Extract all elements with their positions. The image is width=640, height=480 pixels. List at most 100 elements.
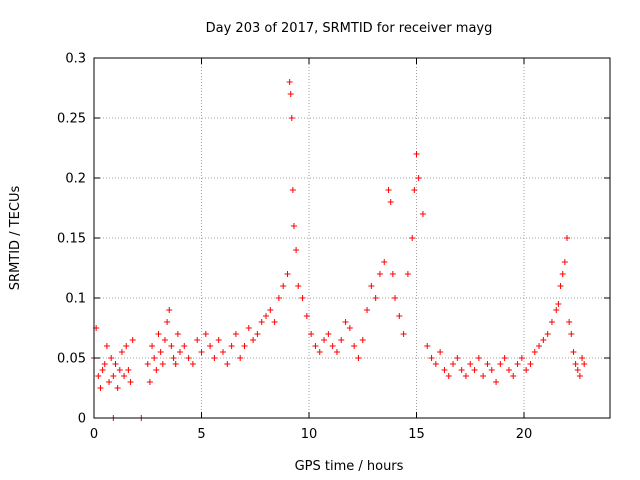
data-point bbox=[346, 325, 353, 331]
data-point bbox=[161, 337, 168, 343]
x-tick-label: 15 bbox=[408, 427, 425, 442]
data-point bbox=[284, 271, 291, 277]
data-point bbox=[194, 337, 201, 343]
data-point bbox=[566, 319, 573, 325]
data-point bbox=[385, 187, 392, 193]
data-point bbox=[471, 367, 478, 373]
data-point bbox=[99, 367, 106, 373]
data-point bbox=[570, 349, 577, 355]
data-point bbox=[312, 343, 319, 349]
data-point bbox=[523, 367, 530, 373]
data-point bbox=[299, 295, 306, 301]
data-point bbox=[110, 373, 117, 379]
data-point bbox=[497, 361, 504, 367]
data-point bbox=[531, 349, 538, 355]
data-point bbox=[428, 355, 435, 361]
data-point bbox=[572, 361, 579, 367]
data-point bbox=[123, 343, 130, 349]
data-point bbox=[275, 295, 282, 301]
data-point bbox=[553, 307, 560, 313]
data-point bbox=[177, 349, 183, 355]
data-point bbox=[510, 373, 517, 379]
data-point bbox=[106, 379, 113, 385]
data-point bbox=[232, 331, 239, 337]
data-point bbox=[149, 343, 156, 349]
data-point bbox=[376, 271, 383, 277]
data-point bbox=[237, 355, 244, 361]
data-point bbox=[164, 319, 171, 325]
data-points bbox=[91, 79, 588, 421]
data-point bbox=[441, 367, 448, 373]
data-point bbox=[475, 355, 482, 361]
data-point bbox=[151, 355, 158, 361]
data-point bbox=[116, 367, 123, 373]
data-point bbox=[189, 361, 196, 367]
data-point bbox=[404, 271, 411, 277]
x-tick-label: 5 bbox=[197, 427, 205, 442]
data-point bbox=[387, 199, 394, 205]
data-point bbox=[129, 337, 136, 343]
data-point bbox=[450, 361, 457, 367]
data-point bbox=[514, 361, 521, 367]
data-point bbox=[396, 313, 403, 319]
data-point bbox=[381, 259, 388, 265]
data-point bbox=[202, 331, 209, 337]
data-point bbox=[228, 343, 235, 349]
data-point bbox=[518, 355, 525, 361]
data-point bbox=[462, 373, 469, 379]
data-point bbox=[527, 361, 534, 367]
data-point bbox=[114, 385, 121, 391]
data-point bbox=[555, 301, 562, 307]
data-point bbox=[207, 343, 214, 349]
data-point bbox=[437, 349, 444, 355]
data-point bbox=[168, 343, 175, 349]
data-point bbox=[97, 385, 104, 391]
data-point bbox=[411, 187, 418, 193]
data-point bbox=[316, 349, 323, 355]
data-point bbox=[351, 343, 358, 349]
data-point bbox=[574, 367, 581, 373]
data-point bbox=[321, 337, 328, 343]
data-point bbox=[338, 337, 345, 343]
data-point bbox=[101, 361, 108, 367]
data-point bbox=[445, 373, 452, 379]
data-point bbox=[157, 349, 164, 355]
data-point bbox=[432, 361, 439, 367]
data-point bbox=[548, 319, 555, 325]
data-point bbox=[400, 331, 407, 337]
data-point bbox=[245, 325, 252, 331]
data-point bbox=[263, 313, 269, 319]
data-point bbox=[576, 373, 583, 379]
data-point bbox=[415, 175, 422, 181]
data-point bbox=[118, 349, 125, 355]
data-point bbox=[368, 283, 375, 289]
data-point bbox=[561, 259, 568, 265]
data-point bbox=[112, 361, 119, 367]
data-point bbox=[389, 271, 396, 277]
data-point bbox=[372, 295, 379, 301]
data-point bbox=[359, 337, 366, 343]
data-point bbox=[271, 319, 278, 325]
data-point bbox=[250, 337, 257, 343]
data-point bbox=[254, 331, 261, 337]
data-point bbox=[185, 355, 192, 361]
data-point bbox=[493, 379, 500, 385]
data-point bbox=[170, 355, 177, 361]
data-point bbox=[329, 343, 336, 349]
data-point bbox=[564, 235, 570, 241]
axis-ticks: 0 0.05 0.1 0.15 0.2 0.25 0.3 0 5 10 15 20 bbox=[57, 52, 610, 442]
data-point bbox=[290, 223, 297, 229]
x-tick-label: 0 bbox=[90, 427, 98, 442]
data-point bbox=[308, 331, 315, 337]
data-point bbox=[258, 319, 265, 325]
y-axis-label: SRMTID / TECUs bbox=[8, 186, 23, 291]
data-point bbox=[181, 343, 188, 349]
data-point bbox=[144, 361, 151, 367]
data-point bbox=[303, 313, 310, 319]
data-point bbox=[488, 367, 495, 373]
data-point bbox=[286, 79, 293, 85]
x-axis-label: GPS time / hours bbox=[295, 459, 404, 474]
data-point bbox=[536, 343, 543, 349]
data-point bbox=[166, 307, 173, 313]
